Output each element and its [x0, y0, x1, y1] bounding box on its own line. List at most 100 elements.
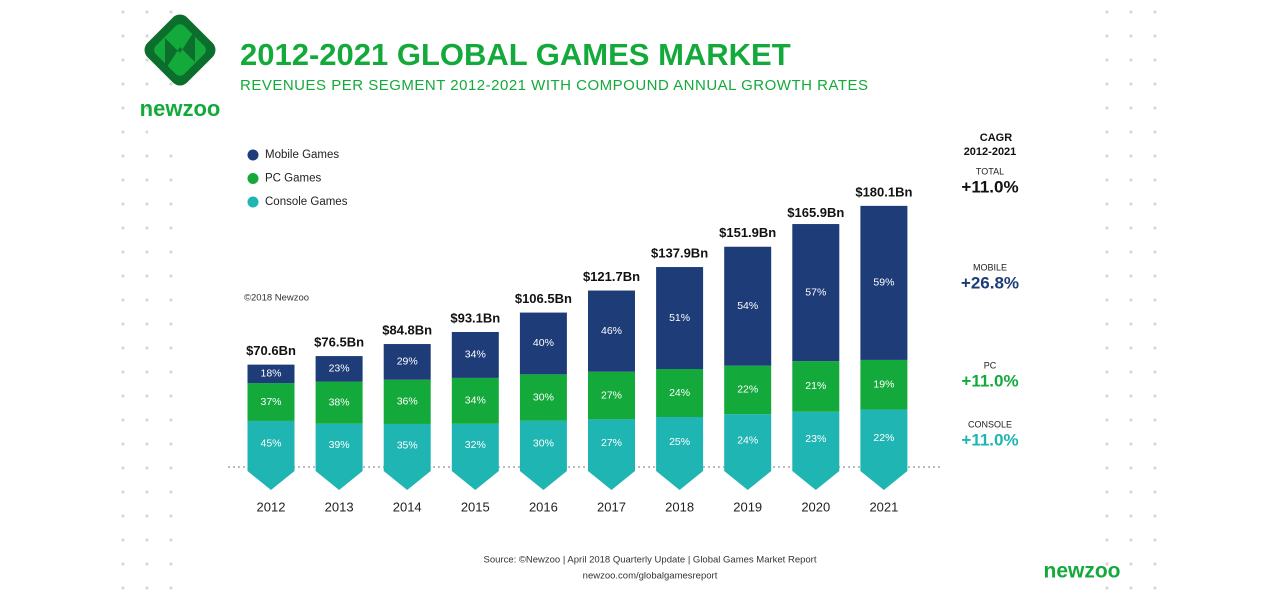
bar-segment [519, 312, 567, 375]
bar-segment [724, 246, 772, 366]
bar-tip [724, 467, 772, 490]
legend-swatch [247, 149, 259, 161]
bar-segment [588, 371, 635, 420]
bar-tip [519, 467, 567, 490]
bar-segment [656, 417, 704, 467]
bar-segment [588, 419, 635, 467]
bar-tip [315, 467, 363, 490]
dot-pattern [1100, 0, 1172, 600]
footer-logo: newzoo [1044, 560, 1121, 583]
legend-label: Console Games [265, 196, 348, 208]
total-label: $106.5Bn [515, 291, 572, 306]
segment-label: 22% [873, 432, 894, 444]
source-url: newzoo.com/globalgamesreport [583, 571, 718, 582]
segment-label: 29% [397, 356, 418, 368]
segment-label: 38% [329, 396, 350, 408]
bar-segment [315, 423, 363, 467]
bar-segment [451, 332, 499, 378]
segment-label: 36% [397, 396, 418, 408]
logo-bg [148, 95, 218, 135]
chart-title: 2012-2021 GLOBAL GAMES MARKET [240, 37, 791, 72]
segment-label: 35% [397, 439, 418, 451]
bar-tip [588, 467, 635, 490]
x-tick-label: 2018 [665, 499, 694, 514]
bar-segment [383, 423, 431, 467]
total-label: $84.8Bn [382, 322, 432, 337]
bar-segment [247, 383, 295, 421]
total-label: $180.1Bn [855, 184, 912, 199]
segment-label: 59% [873, 277, 894, 289]
bar-segment [792, 361, 840, 412]
cagr-title: CAGR [980, 132, 1012, 144]
segment-label: 40% [533, 337, 554, 349]
logo-text: newzoo [140, 96, 221, 121]
x-tick-label: 2019 [733, 499, 762, 514]
segment-label: 23% [329, 363, 350, 375]
dot-pattern [108, 0, 180, 600]
bar-segment [656, 267, 704, 370]
segment-label: 27% [601, 437, 622, 449]
chart-subtitle: REVENUES PER SEGMENT 2012-2021 WITH COMP… [240, 77, 869, 94]
segment-label: 39% [329, 439, 350, 451]
total-label: $137.9Bn [651, 245, 708, 260]
segment-label: 30% [533, 438, 554, 450]
segment-label: 54% [737, 300, 758, 312]
segment-label: 23% [805, 433, 826, 445]
bar-segment [724, 365, 772, 415]
x-tick-label: 2012 [257, 499, 286, 514]
legend-swatch [247, 196, 259, 208]
bar-tip [451, 467, 499, 490]
bar-tip [792, 467, 840, 490]
segment-label: 24% [669, 387, 690, 399]
bar-segment [792, 224, 840, 362]
total-label: $93.1Bn [450, 310, 500, 325]
cagr-period: 2012-2021 [964, 146, 1017, 158]
segment-label: 22% [737, 384, 758, 396]
legend-label: Mobile Games [265, 149, 339, 161]
source: Source: ©Newzoo | April 2018 Quarterly U… [484, 555, 817, 566]
total-label: $151.9Bn [719, 225, 776, 240]
segment-label: 45% [260, 438, 281, 450]
segment-label: 37% [260, 396, 281, 408]
segment-label: 34% [465, 395, 486, 407]
segment-label: 24% [737, 434, 758, 446]
bar-tip [383, 467, 431, 490]
segment-label: 25% [669, 436, 690, 448]
bar-segment [860, 359, 908, 410]
cagr-name: PC [984, 360, 997, 370]
bar-segment [451, 423, 499, 467]
x-tick-label: 2014 [393, 499, 422, 514]
bar-segment [383, 379, 431, 424]
x-tick-label: 2021 [869, 499, 898, 514]
cagr-value: +26.8% [961, 273, 1019, 292]
bar-segment [860, 205, 908, 360]
segment-label: 51% [669, 312, 690, 324]
segment-label: 27% [601, 389, 622, 401]
bar-tip [247, 467, 295, 490]
segment-label: 57% [805, 286, 826, 298]
segment-label: 46% [601, 325, 622, 337]
bar-segment [656, 369, 704, 418]
x-tick-label: 2020 [801, 499, 830, 514]
x-tick-label: 2015 [461, 499, 490, 514]
bar-tip [656, 467, 704, 490]
cagr-value: +11.0% [961, 177, 1018, 196]
total-label: $121.7Bn [583, 269, 640, 284]
bar-segment [315, 356, 363, 382]
logo-mark [144, 14, 216, 86]
segment-label: 32% [465, 439, 486, 451]
cagr-name: CONSOLE [968, 419, 1012, 429]
segment-label: 18% [260, 368, 281, 380]
x-tick-label: 2016 [529, 499, 558, 514]
segment-label: 21% [805, 380, 826, 392]
segment-label: 19% [873, 379, 894, 391]
legend-label: PC Games [265, 173, 321, 185]
x-tick-label: 2013 [325, 499, 354, 514]
segment-label: 30% [533, 391, 554, 403]
total-label: $70.6Bn [246, 343, 296, 358]
legend-swatch [247, 173, 259, 184]
cagr-value: +11.0% [961, 371, 1018, 390]
bar-segment [792, 411, 840, 467]
bar-segment [860, 409, 908, 467]
